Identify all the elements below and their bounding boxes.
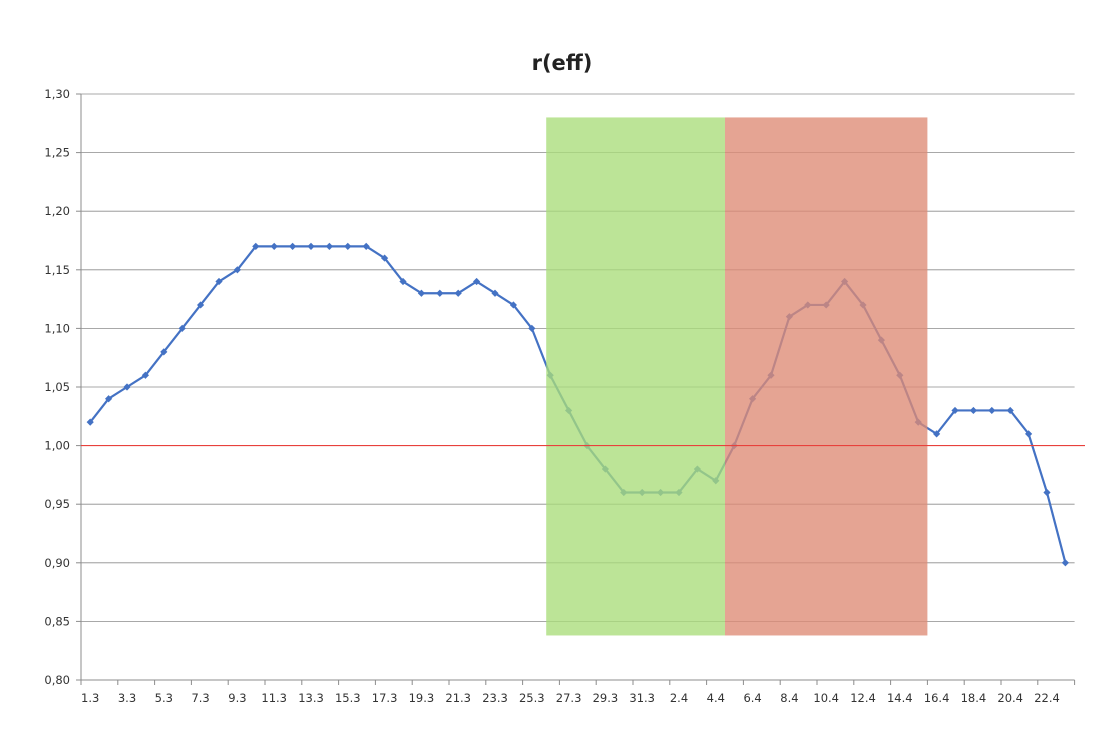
x-tick-label: 6.4 xyxy=(743,691,761,705)
y-tick-label: 1,25 xyxy=(44,146,70,160)
y-tick-label: 1,30 xyxy=(44,87,70,101)
data-point xyxy=(289,242,297,250)
x-tick-label: 22.4 xyxy=(1034,691,1060,705)
data-point xyxy=(969,406,977,415)
x-tick-label: 5.3 xyxy=(155,691,173,705)
y-axis: 0,80 0,85 0,90 0,95 1,00 1,05 1,10 1,15 1,20 1,25… xyxy=(44,87,82,687)
x-tick-label: 13.3 xyxy=(298,691,324,705)
x-tick-label: 7.3 xyxy=(191,691,209,705)
data-point xyxy=(417,289,425,297)
y-tick-label: 1,05 xyxy=(44,380,70,394)
data-point xyxy=(362,242,370,250)
data-point xyxy=(178,324,186,332)
y-tick-label: 0,85 xyxy=(44,614,70,628)
data-point xyxy=(233,266,241,274)
x-tick-label: 1.3 xyxy=(81,691,99,705)
y-tick-label: 1,15 xyxy=(44,263,70,277)
data-point xyxy=(105,395,113,403)
x-tick-label: 23.3 xyxy=(482,691,508,705)
data-point xyxy=(473,277,481,286)
data-point xyxy=(1061,559,1069,567)
x-tick-label: 25.3 xyxy=(519,691,545,705)
data-point xyxy=(197,301,205,309)
highlight-bands xyxy=(546,117,928,636)
highlight-band xyxy=(546,117,725,636)
y-tick-label: 1,20 xyxy=(44,204,70,218)
data-point xyxy=(933,430,941,438)
data-point xyxy=(252,242,260,250)
data-point xyxy=(509,301,517,309)
x-tick-label: 9.3 xyxy=(228,691,246,705)
data-point xyxy=(215,277,223,286)
x-tick-label: 4.4 xyxy=(707,691,725,705)
x-tick-label: 10.4 xyxy=(813,691,839,705)
x-axis: 1.3 3.3 5.3 7.3 9.3 11.3 13.3 15.3 17.3 19.3 21.3 2… xyxy=(80,679,1076,705)
data-point xyxy=(491,289,499,297)
data-point xyxy=(988,406,996,415)
data-point xyxy=(1006,406,1014,415)
x-tick-label: 19.3 xyxy=(409,691,435,705)
data-point xyxy=(381,254,389,262)
data-point xyxy=(270,242,278,250)
data-point xyxy=(399,277,407,286)
y-tick-label: 1,00 xyxy=(44,439,70,453)
data-point xyxy=(160,348,168,356)
data-point xyxy=(307,242,315,250)
x-tick-label: 14.4 xyxy=(887,691,913,705)
x-tick-label: 31.3 xyxy=(629,691,655,705)
x-tick-label: 17.3 xyxy=(372,691,398,705)
data-point xyxy=(1043,488,1051,497)
data-point xyxy=(123,383,131,391)
data-point xyxy=(951,406,959,415)
x-tick-label: 27.3 xyxy=(556,691,582,705)
chart-title: r(eff) xyxy=(532,51,593,75)
data-point xyxy=(436,289,444,297)
y-tick-label: 0,80 xyxy=(44,673,70,687)
x-tick-label: 2.4 xyxy=(670,691,688,705)
x-tick-label: 15.3 xyxy=(335,691,361,705)
data-point xyxy=(528,324,536,332)
x-tick-label: 12.4 xyxy=(850,691,876,705)
x-tick-label: 21.3 xyxy=(445,691,471,705)
highlight-band xyxy=(725,117,928,636)
x-tick-label: 11.3 xyxy=(261,691,287,705)
x-tick-label: 18.4 xyxy=(961,691,987,705)
x-tick-label: 8.4 xyxy=(780,691,798,705)
data-point xyxy=(86,418,94,426)
y-tick-label: 0,90 xyxy=(44,556,70,570)
data-point xyxy=(325,242,333,250)
y-tick-label: 0,95 xyxy=(44,497,70,511)
data-point xyxy=(1025,430,1033,438)
x-tick-label: 16.4 xyxy=(924,691,950,705)
x-tick-label: 20.4 xyxy=(997,691,1023,705)
y-tick-label: 1,10 xyxy=(44,321,70,335)
x-tick-label: 3.3 xyxy=(118,691,136,705)
x-tick-label: 29.3 xyxy=(593,691,619,705)
data-point xyxy=(454,289,462,297)
data-point xyxy=(344,242,352,250)
data-point xyxy=(141,371,149,379)
